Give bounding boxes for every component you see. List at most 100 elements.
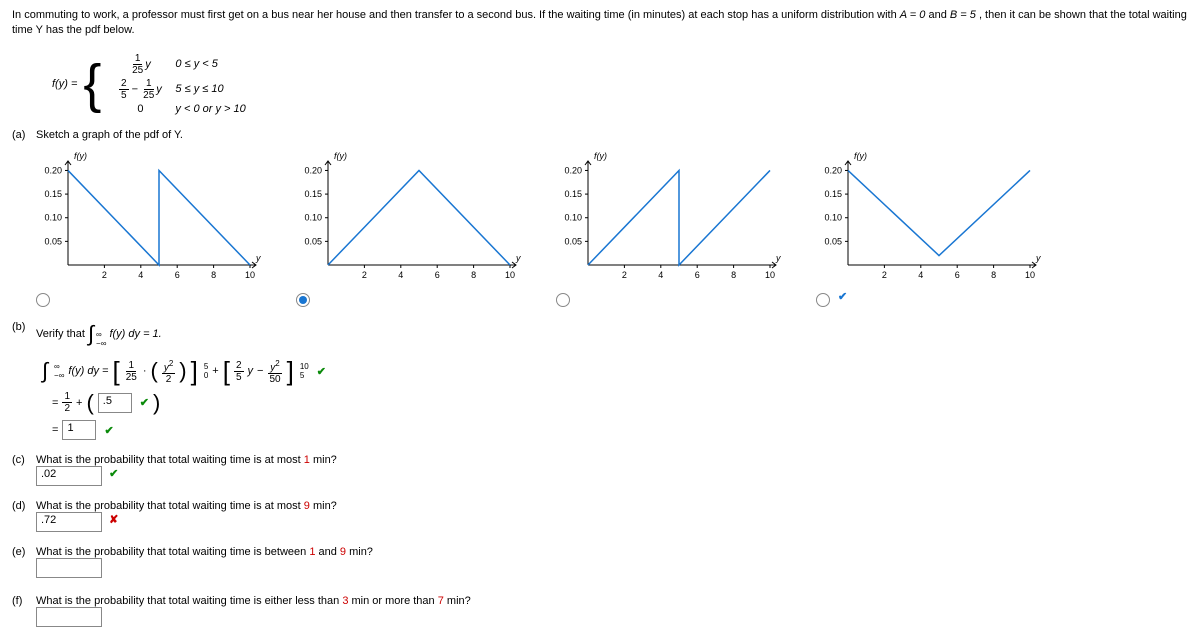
part-e-text: What is the probability that total waiti… — [36, 546, 1188, 558]
svg-text:0.10: 0.10 — [304, 213, 322, 223]
svg-text:f(y): f(y) — [594, 151, 607, 161]
part-b-text: Verify that ∫∞−∞ f(y) dy = 1. — [36, 321, 1188, 348]
svg-text:2: 2 — [362, 270, 367, 280]
svg-text:0.15: 0.15 — [564, 189, 582, 199]
f-of-y-equals: f(y) = — [52, 78, 77, 90]
svg-text:10: 10 — [1025, 270, 1035, 280]
svg-text:2: 2 — [882, 270, 887, 280]
svg-text:0.15: 0.15 — [304, 189, 322, 199]
svg-text:10: 10 — [765, 270, 775, 280]
svg-text:2: 2 — [102, 270, 107, 280]
svg-text:0.20: 0.20 — [44, 165, 62, 175]
part-b: (b) Verify that ∫∞−∞ f(y) dy = 1. — [12, 321, 1188, 348]
part-a: (a) Sketch a graph of the pdf of Y. — [12, 129, 1188, 141]
svg-text:6: 6 — [435, 270, 440, 280]
blue-check-icon: ✔ — [838, 290, 847, 303]
svg-text:0.20: 0.20 — [824, 165, 842, 175]
part-f: (f) What is the probability that total w… — [12, 595, 1188, 630]
svg-text:0.05: 0.05 — [564, 236, 582, 246]
graph-radio-4[interactable] — [816, 293, 830, 307]
partb-line3-input[interactable]: 1 — [62, 420, 96, 440]
svg-text:4: 4 — [658, 270, 663, 280]
svg-text:4: 4 — [918, 270, 923, 280]
svg-text:0.20: 0.20 — [564, 165, 582, 175]
part-b-label: (b) — [12, 321, 36, 348]
svg-text:0.20: 0.20 — [304, 165, 322, 175]
svg-text:8: 8 — [471, 270, 476, 280]
part-d: (d) What is the probability that total w… — [12, 500, 1188, 532]
graph-radio-2[interactable] — [296, 293, 310, 307]
part-e-label: (e) — [12, 546, 36, 581]
piece-row-1: 125y 0 ≤ y < 5 — [105, 53, 245, 76]
svg-text:y: y — [775, 253, 781, 263]
svg-text:0.05: 0.05 — [824, 236, 842, 246]
graph-radio-3[interactable] — [556, 293, 570, 307]
intro-and: and — [928, 9, 949, 21]
intro-text: In commuting to work, a professor must f… — [12, 8, 1188, 39]
part-d-label: (d) — [12, 500, 36, 532]
part-e-input[interactable] — [36, 558, 102, 578]
graph-option-2[interactable]: f(y) 0.20 0.15 0.10 0.05 2 4 6 8 10y — [292, 147, 522, 307]
svg-text:4: 4 — [138, 270, 143, 280]
svg-text:y: y — [515, 253, 521, 263]
svg-text:6: 6 — [955, 270, 960, 280]
chart-4: f(y) 0.20 0.15 0.10 0.05 2 4 6 8 10y — [812, 147, 1042, 287]
intro-a: A = 0 — [900, 9, 926, 21]
check-icon: ✔ — [317, 365, 326, 378]
check-icon: ✔ — [140, 396, 149, 409]
chart-2: f(y) 0.20 0.15 0.10 0.05 2 4 6 8 10y — [292, 147, 522, 287]
part-b-equation-line1: ∫∞−∞ f(y) dy = [ 125 · ( y22 ) ] 50 + [ … — [42, 358, 1188, 385]
svg-text:0.10: 0.10 — [564, 213, 582, 223]
svg-text:10: 10 — [505, 270, 515, 280]
piecewise-function: f(y) = { 125y 0 ≤ y < 5 25 − 125y 5 ≤ y … — [52, 53, 1188, 115]
svg-text:0.10: 0.10 — [44, 213, 62, 223]
graph-radio-1[interactable] — [36, 293, 50, 307]
graph-option-4[interactable]: f(y) 0.20 0.15 0.10 0.05 2 4 6 8 10y ✔ — [812, 147, 1042, 307]
svg-text:0.05: 0.05 — [44, 236, 62, 246]
svg-text:10: 10 — [245, 270, 255, 280]
part-f-text: What is the probability that total waiti… — [36, 595, 1188, 607]
part-c-input[interactable]: .02 — [36, 466, 102, 486]
svg-text:8: 8 — [991, 270, 996, 280]
svg-text:6: 6 — [695, 270, 700, 280]
graph-option-3[interactable]: f(y) 0.20 0.15 0.10 0.05 2 4 6 8 10y — [552, 147, 782, 307]
svg-text:f(y): f(y) — [854, 151, 867, 161]
intro-prefix: In commuting to work, a professor must f… — [12, 9, 900, 21]
check-icon: ✔ — [104, 424, 113, 437]
svg-text:0.05: 0.05 — [304, 236, 322, 246]
check-icon: ✔ — [109, 468, 118, 480]
part-f-input[interactable] — [36, 607, 102, 627]
svg-text:2: 2 — [622, 270, 627, 280]
svg-text:4: 4 — [398, 270, 403, 280]
part-e: (e) What is the probability that total w… — [12, 546, 1188, 581]
cross-icon: ✘ — [109, 514, 118, 526]
intro-b: B = 5 — [950, 9, 976, 21]
svg-text:f(y): f(y) — [74, 151, 87, 161]
part-d-text: What is the probability that total waiti… — [36, 500, 1188, 512]
svg-text:f(y): f(y) — [334, 151, 347, 161]
svg-text:y: y — [1035, 253, 1041, 263]
part-a-label: (a) — [12, 129, 36, 141]
part-b-equation-line3: = 1 ✔ — [52, 420, 1188, 440]
left-brace: { — [83, 57, 101, 111]
part-b-equation-line2: = 12 + ( .5 ✔ ) — [52, 391, 1188, 414]
svg-text:y: y — [255, 253, 261, 263]
chart-3: f(y) 0.20 0.15 0.10 0.05 2 4 6 8 10y — [552, 147, 782, 287]
svg-text:0.10: 0.10 — [824, 213, 842, 223]
chart-1: f(y) 0.20 0.15 0.10 0.05 2 4 6 8 10y — [32, 147, 262, 287]
partb-line2-input[interactable]: .5 — [98, 393, 132, 413]
svg-text:0.15: 0.15 — [44, 189, 62, 199]
part-a-text: Sketch a graph of the pdf of Y. — [36, 129, 1188, 141]
svg-text:0.15: 0.15 — [824, 189, 842, 199]
part-f-label: (f) — [12, 595, 36, 630]
graph-option-1[interactable]: f(y) 0.20 0.15 0.10 0.05 2 4 6 8 10y — [32, 147, 262, 307]
graph-options-row: f(y)0.200.150.100.05246810yf(y)0.200.150… — [32, 147, 1188, 307]
part-c-label: (c) — [12, 454, 36, 486]
piece-row-3: 0 y < 0 or y > 10 — [105, 103, 245, 115]
piece-row-2: 25 − 125y 5 ≤ y ≤ 10 — [105, 78, 245, 101]
part-d-input[interactable]: .72 — [36, 512, 102, 532]
svg-text:6: 6 — [175, 270, 180, 280]
svg-text:8: 8 — [731, 270, 736, 280]
svg-text:8: 8 — [211, 270, 216, 280]
part-c-text: What is the probability that total waiti… — [36, 454, 1188, 466]
